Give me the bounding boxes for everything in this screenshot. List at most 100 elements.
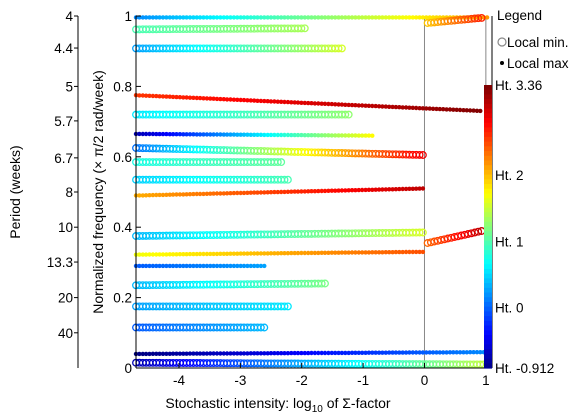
- local-max-point: [255, 132, 260, 137]
- local-max-point: [363, 15, 368, 20]
- local-max-point: [275, 189, 280, 195]
- local-max-point: [380, 187, 385, 192]
- local-max-point: [349, 102, 355, 108]
- local-max-point: [349, 350, 355, 355]
- local-max-point: [289, 250, 294, 256]
- colorbar-segment: [484, 198, 492, 204]
- colorbar-segment: [484, 151, 492, 157]
- local-max-point: [181, 95, 186, 100]
- local-max-point: [295, 250, 301, 256]
- local-max-point: [258, 190, 264, 195]
- local-max-point: [400, 15, 405, 20]
- local-max-point: [241, 15, 247, 20]
- local-max-point: [471, 350, 476, 355]
- local-max-point: [143, 263, 149, 269]
- local-min-point: [418, 151, 427, 159]
- period-tick-label: 4.4: [54, 41, 73, 56]
- local-max-point: [214, 132, 220, 137]
- y-tick-label: 0.2: [113, 291, 132, 306]
- local-max-point: [221, 351, 226, 356]
- local-min-point: [283, 175, 292, 184]
- colorbar-segment: [484, 320, 492, 327]
- local-max-point: [208, 251, 213, 257]
- local-max-point: [441, 350, 446, 355]
- local-max-point: [420, 186, 426, 191]
- local-max-point: [279, 189, 284, 195]
- local-max-point: [194, 351, 199, 356]
- local-max-point: [451, 350, 456, 355]
- local-max-point: [241, 351, 247, 356]
- local-max-point: [197, 15, 203, 20]
- colorbar-segment: [484, 221, 492, 228]
- local-max-point: [451, 107, 456, 112]
- local-max-point: [282, 351, 287, 356]
- local-min-point: [300, 24, 309, 33]
- local-max-point: [417, 15, 422, 20]
- local-max-point: [235, 97, 240, 103]
- series-min: [132, 323, 269, 332]
- local-max-point: [150, 252, 156, 257]
- local-max-point: [306, 15, 311, 20]
- local-max-point: [366, 15, 372, 20]
- local-max-point: [400, 105, 405, 110]
- local-max-point: [167, 192, 172, 197]
- local-max-point: [461, 108, 466, 113]
- local-max-point: [410, 15, 415, 20]
- local-max-point: [164, 263, 169, 269]
- period-tick-label: 8: [65, 185, 73, 200]
- local-max-point: [302, 189, 307, 194]
- local-max-point: [140, 131, 145, 137]
- local-max-point: [346, 102, 351, 108]
- local-max-point: [147, 263, 152, 269]
- local-max-point: [363, 133, 368, 138]
- local-max-point: [221, 97, 226, 102]
- local-max-point: [154, 351, 159, 356]
- local-max-point: [170, 132, 176, 137]
- colorbar-segment: [484, 231, 492, 237]
- colorbar-segment: [484, 349, 492, 355]
- colorbar-tick-label: Ht. 2: [495, 168, 524, 183]
- local-max-point: [420, 249, 426, 255]
- local-max-point: [329, 188, 334, 193]
- local-max-point: [316, 250, 321, 256]
- local-max-point: [376, 187, 382, 192]
- local-max-point: [387, 15, 392, 20]
- colorbar-segment: [484, 334, 492, 341]
- local-max-point: [252, 15, 257, 20]
- local-max-point: [414, 105, 419, 111]
- local-max-point: [231, 351, 237, 356]
- local-max-point: [231, 263, 237, 269]
- series-min: [132, 228, 427, 240]
- local-max-point: [444, 350, 449, 355]
- colorbar-tick-label: Ht. -0.912: [495, 361, 554, 376]
- colorbar-segment: [484, 292, 492, 298]
- local-max-point: [403, 15, 409, 20]
- local-max-point: [312, 350, 318, 356]
- local-max-point: [252, 351, 257, 356]
- local-max-point: [292, 15, 297, 20]
- local-max-point: [387, 350, 392, 355]
- local-max-point: [383, 15, 388, 20]
- local-max-point: [258, 98, 264, 104]
- local-max-point: [248, 351, 253, 356]
- local-max-point: [197, 191, 203, 197]
- series-max: [133, 93, 483, 114]
- local-max-point: [150, 351, 156, 356]
- local-max-point: [181, 192, 186, 197]
- local-max-point: [319, 15, 324, 20]
- local-max-point: [447, 107, 453, 112]
- local-max-point: [417, 106, 422, 111]
- local-max-point: [224, 351, 230, 356]
- local-max-point: [302, 250, 307, 256]
- colorbar-segment: [484, 103, 492, 110]
- local-max-point: [346, 133, 351, 138]
- local-max-point: [464, 350, 469, 355]
- local-max-point: [255, 15, 260, 20]
- local-max-point: [366, 250, 372, 255]
- local-max-point: [160, 131, 166, 137]
- local-max-point: [197, 251, 203, 257]
- local-max-point: [376, 250, 382, 255]
- local-min-point: [337, 44, 346, 53]
- local-max-point: [218, 191, 223, 196]
- series-max: [133, 15, 490, 20]
